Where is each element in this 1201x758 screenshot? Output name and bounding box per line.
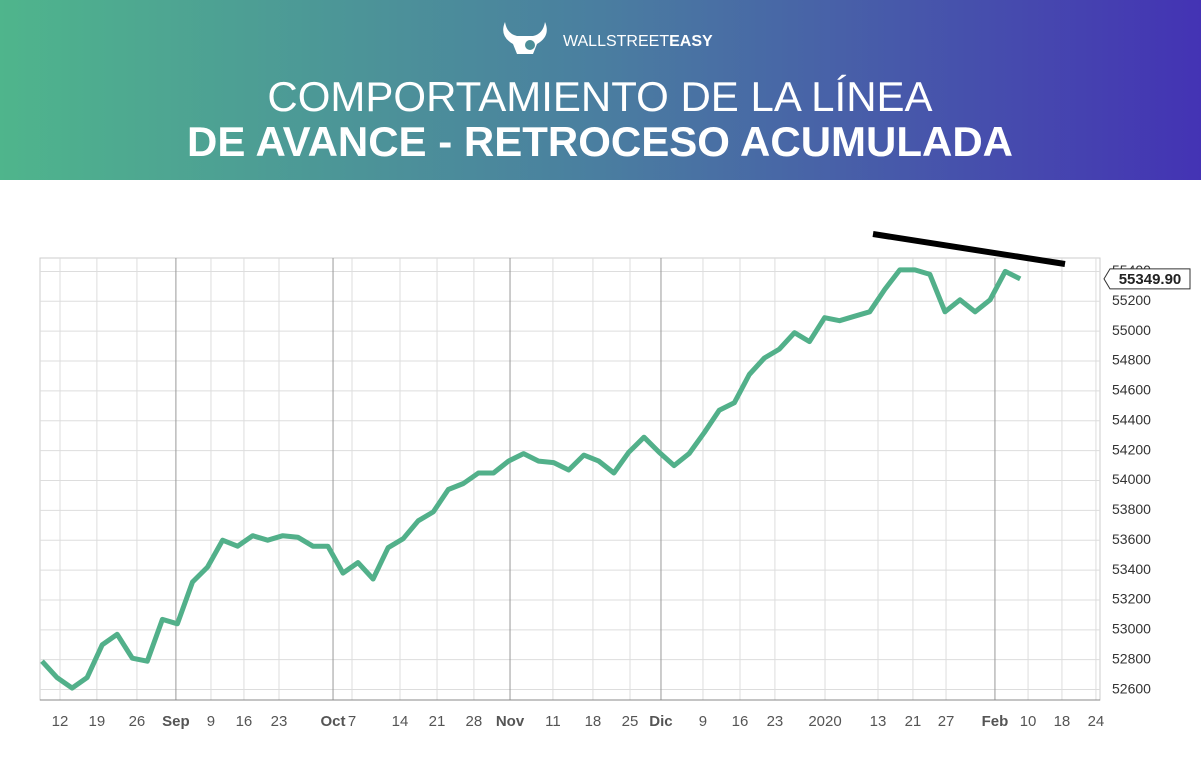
x-tick-label: 19 — [89, 713, 106, 730]
y-tick-label: 53600 — [1112, 531, 1151, 547]
x-tick-label: Sep — [162, 713, 190, 730]
x-tick-label: 12 — [52, 713, 69, 730]
x-tick-label: 23 — [271, 713, 288, 730]
y-tick-label: 55000 — [1112, 322, 1151, 338]
x-tick-label: 23 — [767, 713, 784, 730]
x-tick-label: 2020 — [808, 713, 841, 730]
header-banner — [0, 0, 1201, 180]
x-tick-label: 24 — [1088, 713, 1105, 730]
x-tick-label: 11 — [545, 713, 561, 730]
value-label: 55349.90 — [1119, 271, 1182, 288]
y-tick-label: 54000 — [1112, 471, 1151, 487]
x-tick-label: Feb — [982, 713, 1009, 730]
logo-part: EASY — [669, 33, 713, 50]
x-tick-label: 26 — [129, 713, 146, 730]
y-tick-label: 52600 — [1112, 680, 1151, 696]
x-tick-label: 9 — [699, 713, 707, 730]
title-line-1: COMPORTAMIENTO DE LA LÍNEA — [267, 73, 932, 120]
y-tick-label: 53000 — [1112, 621, 1151, 637]
value-label-box — [1103, 268, 1191, 290]
logo-text: WALLSTREETEASY — [563, 33, 713, 50]
x-tick-label: 9 — [207, 713, 215, 730]
x-tick-label: 14 — [392, 713, 409, 730]
x-tick-label: Oct — [321, 713, 346, 730]
y-tick-label: 54400 — [1112, 411, 1151, 427]
y-tick-label: 54800 — [1112, 352, 1151, 368]
x-tick-label: 28 — [466, 713, 483, 730]
x-tick-label: 25 — [622, 713, 639, 730]
x-tick-label: 18 — [1054, 713, 1071, 730]
x-tick-label: 18 — [585, 713, 602, 730]
x-tick-label: 10 — [1020, 713, 1037, 730]
x-tick-label: Dic — [649, 713, 672, 730]
x-tick-label: 16 — [732, 713, 749, 730]
x-tick-label: 16 — [236, 713, 253, 730]
x-tick-label: 13 — [870, 713, 887, 730]
x-tick-label: 21 — [905, 713, 922, 730]
x-tick-label: Nov — [496, 713, 525, 730]
x-tick-label: 27 — [938, 713, 955, 730]
data-line — [40, 267, 1022, 691]
y-tick-label: 54600 — [1112, 382, 1151, 398]
y-tick-label: 53200 — [1112, 591, 1151, 607]
x-tick-label: 7 — [348, 713, 356, 730]
logo-icon — [503, 22, 547, 54]
y-tick-label: 53800 — [1112, 501, 1151, 517]
title-line-2: DE AVANCE - RETROCESO ACUMULADA — [187, 118, 1013, 165]
y-tick-label: 55200 — [1112, 292, 1151, 308]
y-tick-label: 53400 — [1112, 561, 1151, 577]
plot-area — [39, 257, 1101, 701]
logo-part: WALLSTREET — [563, 33, 669, 50]
x-tick-label: 21 — [429, 713, 446, 730]
trend-line — [872, 231, 1066, 267]
y-tick-label: 52800 — [1112, 650, 1151, 666]
y-tick-label: 54200 — [1112, 441, 1151, 457]
